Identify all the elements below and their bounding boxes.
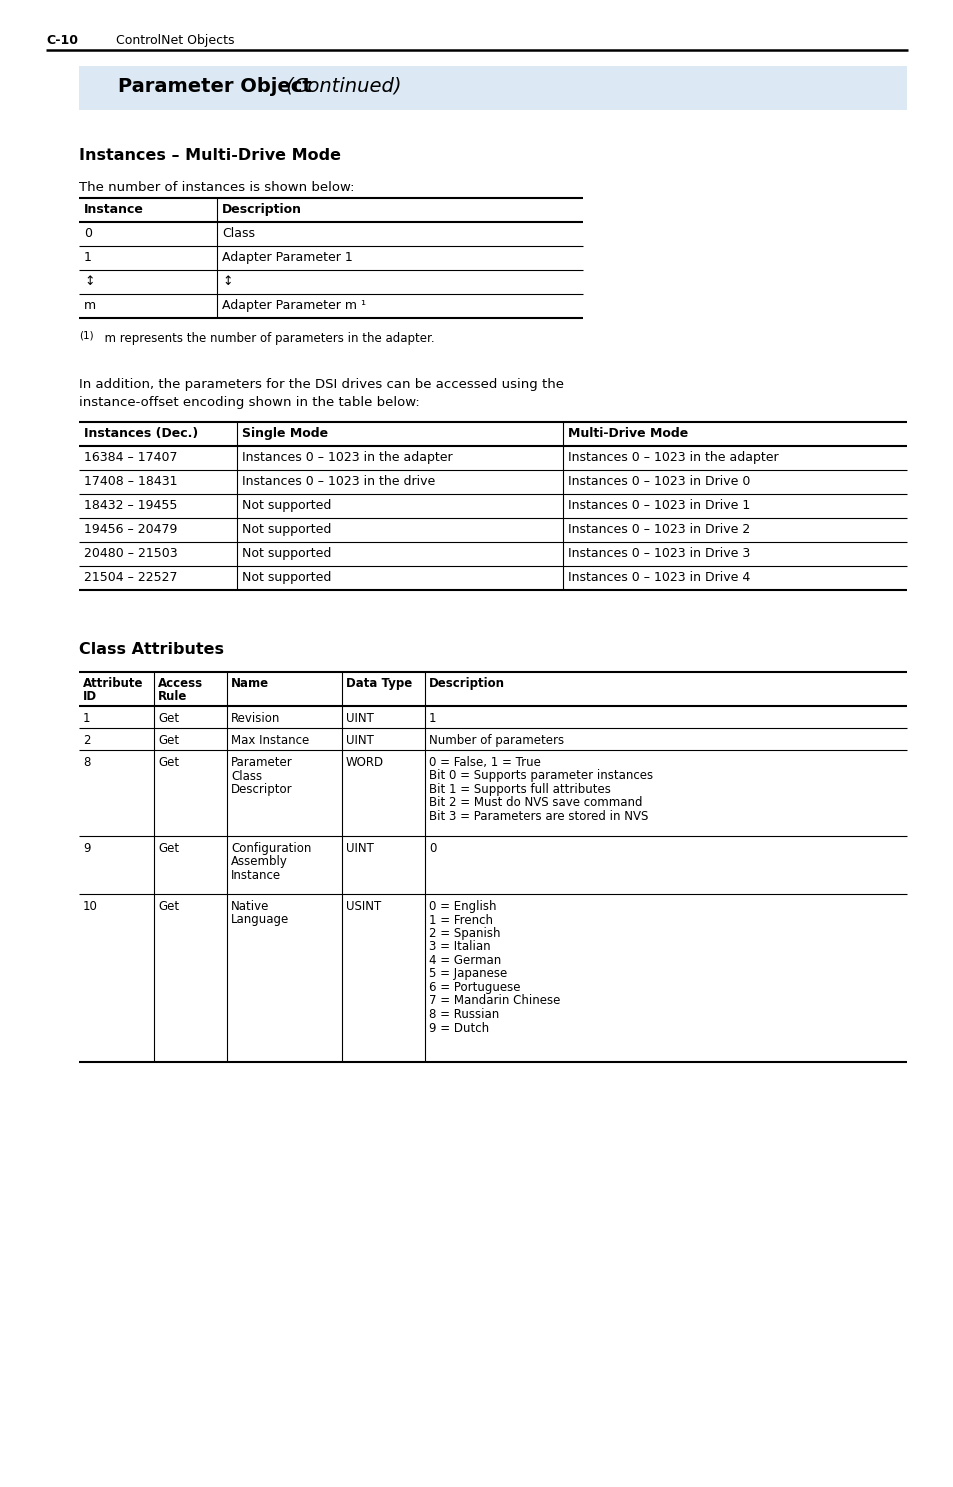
Text: Description: Description: [429, 677, 504, 690]
Text: Get: Get: [158, 842, 179, 855]
Text: Native: Native: [231, 900, 269, 913]
Text: 7 = Mandarin Chinese: 7 = Mandarin Chinese: [429, 995, 559, 1008]
Text: 2 = Spanish: 2 = Spanish: [429, 926, 500, 940]
Text: 20480 – 21503: 20480 – 21503: [84, 547, 177, 561]
Text: Instances 0 – 1023 in the adapter: Instances 0 – 1023 in the adapter: [567, 451, 778, 464]
Text: instance-offset encoding shown in the table below:: instance-offset encoding shown in the ta…: [79, 396, 419, 409]
Text: 18432 – 19455: 18432 – 19455: [84, 500, 177, 512]
Text: 2: 2: [83, 735, 91, 746]
Text: Assembly: Assembly: [231, 855, 288, 868]
Text: Data Type: Data Type: [346, 677, 412, 690]
Text: Description: Description: [222, 204, 302, 216]
Text: m represents the number of parameters in the adapter.: m represents the number of parameters in…: [97, 332, 435, 345]
Text: 5 = Japanese: 5 = Japanese: [429, 968, 507, 980]
Text: Revision: Revision: [231, 712, 280, 726]
Text: Instances 0 – 1023 in Drive 3: Instances 0 – 1023 in Drive 3: [567, 547, 749, 561]
Text: Not supported: Not supported: [242, 523, 331, 535]
Text: USINT: USINT: [346, 900, 381, 913]
Text: 0: 0: [429, 842, 436, 855]
Text: 0 = English: 0 = English: [429, 900, 496, 913]
Text: UINT: UINT: [346, 735, 374, 746]
Text: Get: Get: [158, 755, 179, 769]
Text: 9 = Dutch: 9 = Dutch: [429, 1022, 489, 1035]
Text: 0 = False, 1 = True: 0 = False, 1 = True: [429, 755, 540, 769]
Text: 17408 – 18431: 17408 – 18431: [84, 474, 177, 488]
Text: 3 = Italian: 3 = Italian: [429, 940, 490, 953]
Text: (Continued): (Continued): [280, 77, 401, 97]
Text: Bit 0 = Supports parameter instances: Bit 0 = Supports parameter instances: [429, 769, 653, 782]
Text: Get: Get: [158, 712, 179, 726]
Text: Class: Class: [231, 769, 262, 782]
Text: 10: 10: [83, 900, 98, 913]
Text: UINT: UINT: [346, 712, 374, 726]
Text: ControlNet Objects: ControlNet Objects: [116, 34, 234, 48]
Text: m: m: [84, 299, 96, 312]
Text: Parameter: Parameter: [231, 755, 293, 769]
Text: Multi-Drive Mode: Multi-Drive Mode: [567, 427, 687, 440]
Text: Configuration: Configuration: [231, 842, 311, 855]
Text: 8: 8: [83, 755, 91, 769]
Text: 1: 1: [84, 251, 91, 265]
Text: Not supported: Not supported: [242, 571, 331, 584]
Text: Instances 0 – 1023 in Drive 2: Instances 0 – 1023 in Drive 2: [567, 523, 749, 535]
Text: Single Mode: Single Mode: [242, 427, 328, 440]
Text: Adapter Parameter m ¹: Adapter Parameter m ¹: [222, 299, 366, 312]
Text: Instances 0 – 1023 in Drive 4: Instances 0 – 1023 in Drive 4: [567, 571, 749, 584]
Text: 8 = Russian: 8 = Russian: [429, 1008, 498, 1022]
Text: Access: Access: [158, 677, 203, 690]
Text: 4 = German: 4 = German: [429, 955, 500, 967]
Text: Get: Get: [158, 735, 179, 746]
Text: 6 = Portuguese: 6 = Portuguese: [429, 981, 520, 993]
Text: Instances – Multi-Drive Mode: Instances – Multi-Drive Mode: [79, 149, 340, 164]
Text: Name: Name: [231, 677, 269, 690]
Text: UINT: UINT: [346, 842, 374, 855]
Text: C-10: C-10: [46, 34, 78, 48]
Text: Bit 3 = Parameters are stored in NVS: Bit 3 = Parameters are stored in NVS: [429, 810, 648, 822]
Text: Class: Class: [222, 228, 254, 239]
Text: Instance: Instance: [84, 204, 144, 216]
Text: ↕: ↕: [84, 275, 94, 288]
Text: Instances (Dec.): Instances (Dec.): [84, 427, 198, 440]
Text: ID: ID: [83, 690, 97, 703]
Text: 0: 0: [84, 228, 91, 239]
Text: Instances 0 – 1023 in the drive: Instances 0 – 1023 in the drive: [242, 474, 435, 488]
Text: Instances 0 – 1023 in the adapter: Instances 0 – 1023 in the adapter: [242, 451, 452, 464]
Text: 1: 1: [83, 712, 91, 726]
Text: 1 = French: 1 = French: [429, 913, 493, 926]
Text: Get: Get: [158, 900, 179, 913]
Text: 19456 – 20479: 19456 – 20479: [84, 523, 177, 535]
Text: Number of parameters: Number of parameters: [429, 735, 563, 746]
Text: Instances 0 – 1023 in Drive 0: Instances 0 – 1023 in Drive 0: [567, 474, 750, 488]
Text: Attribute: Attribute: [83, 677, 143, 690]
Text: ↕: ↕: [222, 275, 233, 288]
Text: Not supported: Not supported: [242, 500, 331, 512]
Text: Bit 2 = Must do NVS save command: Bit 2 = Must do NVS save command: [429, 797, 641, 809]
Text: Rule: Rule: [158, 690, 187, 703]
Text: Instances 0 – 1023 in Drive 1: Instances 0 – 1023 in Drive 1: [567, 500, 749, 512]
Text: Adapter Parameter 1: Adapter Parameter 1: [222, 251, 353, 265]
Text: Not supported: Not supported: [242, 547, 331, 561]
Text: 21504 – 22527: 21504 – 22527: [84, 571, 177, 584]
Text: Bit 1 = Supports full attributes: Bit 1 = Supports full attributes: [429, 784, 610, 796]
Text: 16384 – 17407: 16384 – 17407: [84, 451, 177, 464]
Text: Descriptor: Descriptor: [231, 784, 293, 796]
Text: WORD: WORD: [346, 755, 384, 769]
Text: The number of instances is shown below:: The number of instances is shown below:: [79, 181, 355, 193]
Text: 9: 9: [83, 842, 91, 855]
Text: Instance: Instance: [231, 868, 281, 882]
Text: In addition, the parameters for the DSI drives can be accessed using the: In addition, the parameters for the DSI …: [79, 378, 563, 391]
Text: 1: 1: [429, 712, 436, 726]
Text: Parameter Object: Parameter Object: [118, 77, 312, 97]
Text: Language: Language: [231, 913, 289, 926]
Text: Class Attributes: Class Attributes: [79, 642, 224, 657]
Bar: [79, 65, 906, 110]
Text: Max Instance: Max Instance: [231, 735, 309, 746]
Text: (1): (1): [79, 330, 93, 341]
